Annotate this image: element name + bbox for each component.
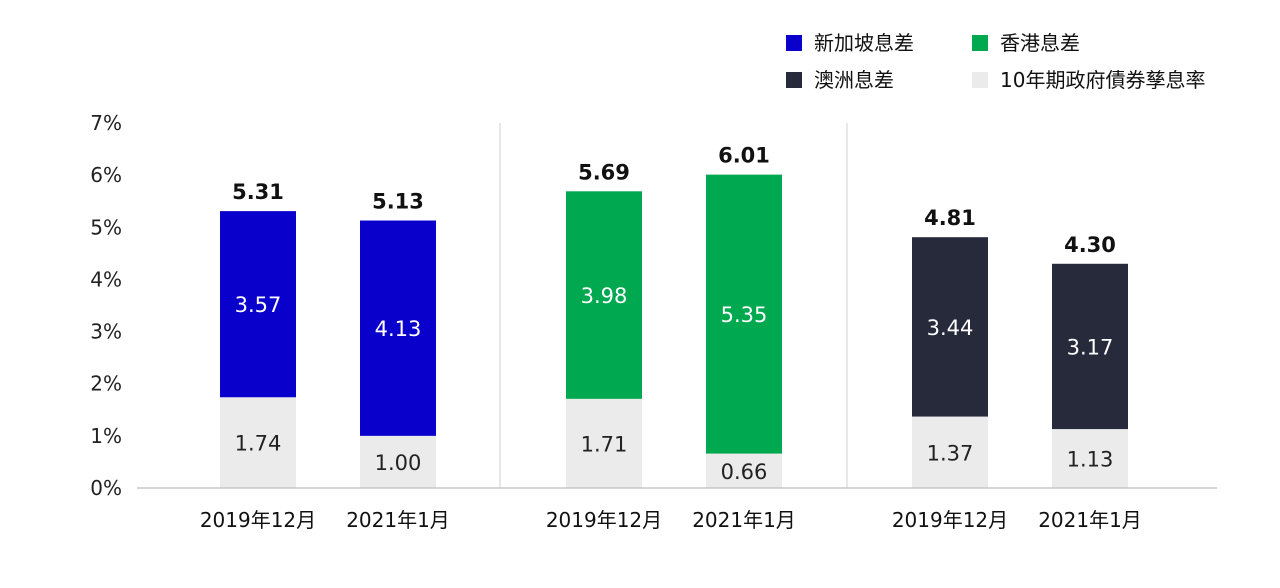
data-label-total: 5.69	[578, 160, 630, 184]
data-label-yield: 1.74	[235, 432, 282, 456]
data-label-yield: 1.71	[581, 432, 628, 456]
bar-segment-yield	[220, 397, 296, 488]
y-tick-label: 1%	[90, 424, 122, 448]
x-tick-label: 2021年1月	[346, 508, 450, 532]
bar-segment-spread	[1052, 263, 1128, 430]
bar-segment-spread	[706, 174, 782, 454]
x-tick-label: 2019年12月	[546, 508, 662, 532]
data-label-spread: 5.35	[721, 303, 768, 327]
y-axis: 0% 1% 2% 3% 4% 5% 6% 7%	[90, 111, 122, 500]
data-label-total: 6.01	[718, 144, 770, 168]
legend-label-1: 香港息差	[1000, 31, 1080, 55]
legend-label-0: 新加坡息差	[814, 31, 914, 55]
legend-label-2: 澳洲息差	[814, 68, 894, 92]
data-label-spread: 3.44	[927, 316, 974, 340]
data-label-yield: 1.37	[927, 441, 974, 465]
bar-segment-spread	[360, 220, 436, 436]
legend-label-3: 10年期政府債券孳息率	[1000, 68, 1205, 92]
bars: 1.74 3.57 5.31 1.00 4.13 5.13 1.71 3.98 5.69 0.66…	[220, 144, 1128, 488]
bar-segment-yield	[566, 398, 642, 488]
bar-segment-yield	[706, 453, 782, 488]
bar-segment-yield	[1052, 429, 1128, 488]
bar-segment-spread	[566, 191, 642, 399]
x-tick-label: 2019年12月	[200, 508, 316, 532]
x-tick-label: 2021年1月	[1038, 508, 1142, 532]
legend-swatch-0	[786, 35, 802, 51]
group-dividers	[499, 123, 848, 488]
y-tick-label: 0%	[90, 476, 122, 500]
data-label-spread: 3.98	[581, 284, 628, 308]
data-label-yield: 1.13	[1067, 448, 1114, 472]
x-axis: 2019年12月 2021年1月 2019年12月 2021年1月 2019年12月 20…	[137, 487, 1217, 532]
x-tick-label: 2019年12月	[892, 508, 1008, 532]
y-tick-label: 3%	[90, 320, 122, 344]
data-label-spread: 3.17	[1067, 335, 1114, 359]
bar-segment-yield	[912, 416, 988, 488]
y-tick-label: 6%	[90, 163, 122, 187]
data-label-total: 4.30	[1064, 233, 1116, 257]
bar-segment-spread	[912, 237, 988, 417]
y-tick-label: 4%	[90, 267, 122, 291]
legend-swatch-2	[786, 72, 802, 88]
data-label-total: 5.13	[372, 190, 424, 214]
x-tick-label: 2021年1月	[692, 508, 796, 532]
y-tick-label: 2%	[90, 372, 122, 396]
y-tick-label: 7%	[90, 111, 122, 135]
data-label-total: 4.81	[924, 206, 976, 230]
data-label-yield: 0.66	[721, 460, 768, 484]
bar-segment-spread	[220, 211, 296, 398]
data-label-spread: 4.13	[375, 317, 422, 341]
data-label-yield: 1.00	[375, 451, 422, 475]
data-label-total: 5.31	[232, 180, 284, 204]
bar-segment-yield	[360, 435, 436, 488]
y-tick-label: 5%	[90, 215, 122, 239]
legend-swatch-1	[972, 35, 988, 51]
legend-swatch-3	[972, 72, 988, 88]
data-label-spread: 3.57	[235, 293, 282, 317]
